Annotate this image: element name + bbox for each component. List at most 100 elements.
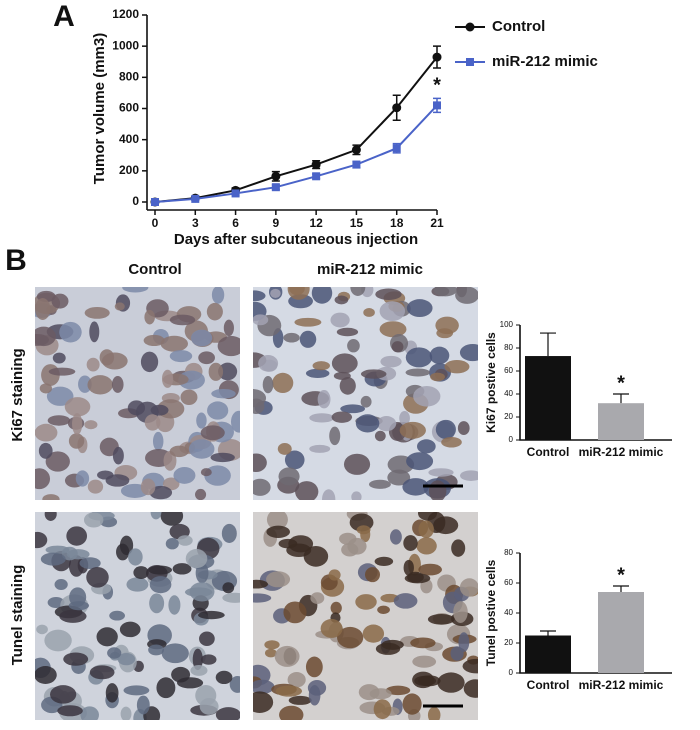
nucleus: [144, 414, 161, 431]
nucleus: [111, 376, 124, 393]
nucleus: [387, 469, 411, 486]
y-tick-label: 0: [509, 668, 514, 677]
nucleus: [200, 425, 225, 441]
nucleus: [402, 478, 429, 496]
nucleus: [211, 287, 225, 304]
nucleus: [168, 595, 181, 615]
annotation: *: [617, 564, 625, 586]
nucleus: [223, 319, 234, 337]
x-tick-label: 6: [232, 216, 239, 230]
nucleus: [376, 416, 397, 432]
nucleus: [274, 645, 300, 667]
x-tick-label: 18: [390, 216, 404, 230]
nucleus: [363, 308, 375, 317]
nucleus: [198, 351, 215, 365]
y-axis-label: Tumor volume (mm3): [91, 33, 108, 184]
nucleus: [253, 593, 272, 603]
nucleus: [312, 361, 330, 371]
nucleus: [303, 545, 329, 567]
nucleus: [462, 658, 478, 674]
nucleus: [198, 610, 225, 620]
nucleus: [308, 685, 321, 706]
nucleus: [435, 419, 456, 440]
nucleus: [309, 444, 331, 453]
nucleus: [406, 299, 433, 317]
nucleus: [172, 563, 192, 575]
nucleus: [54, 578, 68, 591]
nucleus: [266, 525, 290, 538]
y-tick-label: 600: [119, 101, 139, 115]
nucleus: [299, 330, 317, 348]
nucleus: [320, 619, 343, 638]
legend-label: miR-212 mimic: [492, 53, 598, 70]
marker: [271, 171, 281, 181]
nucleus: [278, 467, 300, 486]
nucleus: [329, 426, 341, 446]
nucleus: [149, 593, 165, 614]
nucleus: [253, 389, 267, 408]
nucleus: [406, 452, 434, 471]
nucleus: [305, 368, 330, 378]
nucleus: [169, 445, 189, 458]
nucleus: [428, 480, 447, 500]
nucleus: [339, 376, 356, 395]
y-tick-label: 20: [504, 412, 513, 421]
nucleus: [399, 411, 410, 426]
x-tick-label: 3: [192, 216, 199, 230]
nucleus: [149, 485, 173, 500]
nucleus: [50, 685, 77, 704]
nucleus: [417, 439, 436, 454]
nucleus: [196, 412, 207, 429]
row-label: Ki67 staining: [9, 348, 26, 441]
nucleus: [403, 535, 418, 552]
column-label: miR-212 mimic: [317, 261, 423, 278]
cells: [253, 512, 478, 720]
nucleus: [51, 293, 69, 309]
nucleus: [84, 420, 98, 430]
nucleus: [328, 569, 341, 581]
nucleus: [190, 665, 208, 676]
marker: [392, 144, 401, 153]
nucleus: [152, 431, 164, 451]
nucleus: [330, 601, 342, 615]
nucleus: [72, 412, 83, 435]
nucleus: [331, 411, 353, 423]
nucleus: [191, 329, 213, 347]
nucleus: [79, 557, 101, 569]
nucleus: [64, 397, 91, 417]
nucleus: [229, 675, 240, 693]
marker: [151, 198, 159, 206]
error-bar: [540, 630, 556, 636]
nucleus: [218, 362, 238, 381]
nucleus: [330, 312, 350, 328]
nucleus: [148, 644, 165, 656]
y-tick-label: 40: [504, 608, 513, 617]
nucleus: [355, 594, 377, 610]
bar: [598, 403, 644, 440]
nucleus: [165, 537, 179, 550]
nucleus: [44, 629, 72, 652]
nucleus: [277, 443, 292, 455]
marker: [191, 194, 200, 203]
nucleus: [403, 559, 414, 576]
micrograph: [35, 512, 240, 720]
nucleus: [87, 375, 113, 395]
nucleus: [459, 343, 478, 362]
nucleus: [169, 314, 196, 326]
nucleus: [150, 512, 162, 520]
nucleus: [66, 526, 88, 546]
nucleus: [221, 523, 237, 544]
nucleus: [230, 410, 240, 433]
nucleus: [295, 481, 319, 500]
nucleus: [117, 653, 136, 666]
nucleus: [364, 567, 381, 583]
marker: [352, 160, 361, 169]
nucleus: [211, 388, 236, 399]
nucleus: [84, 306, 110, 319]
nucleus: [402, 693, 422, 715]
nucleus: [339, 532, 357, 545]
x-tick-label: Control: [527, 678, 570, 692]
legend-label: Control: [492, 18, 545, 35]
y-tick-label: 60: [504, 578, 513, 587]
nucleus: [336, 327, 359, 337]
